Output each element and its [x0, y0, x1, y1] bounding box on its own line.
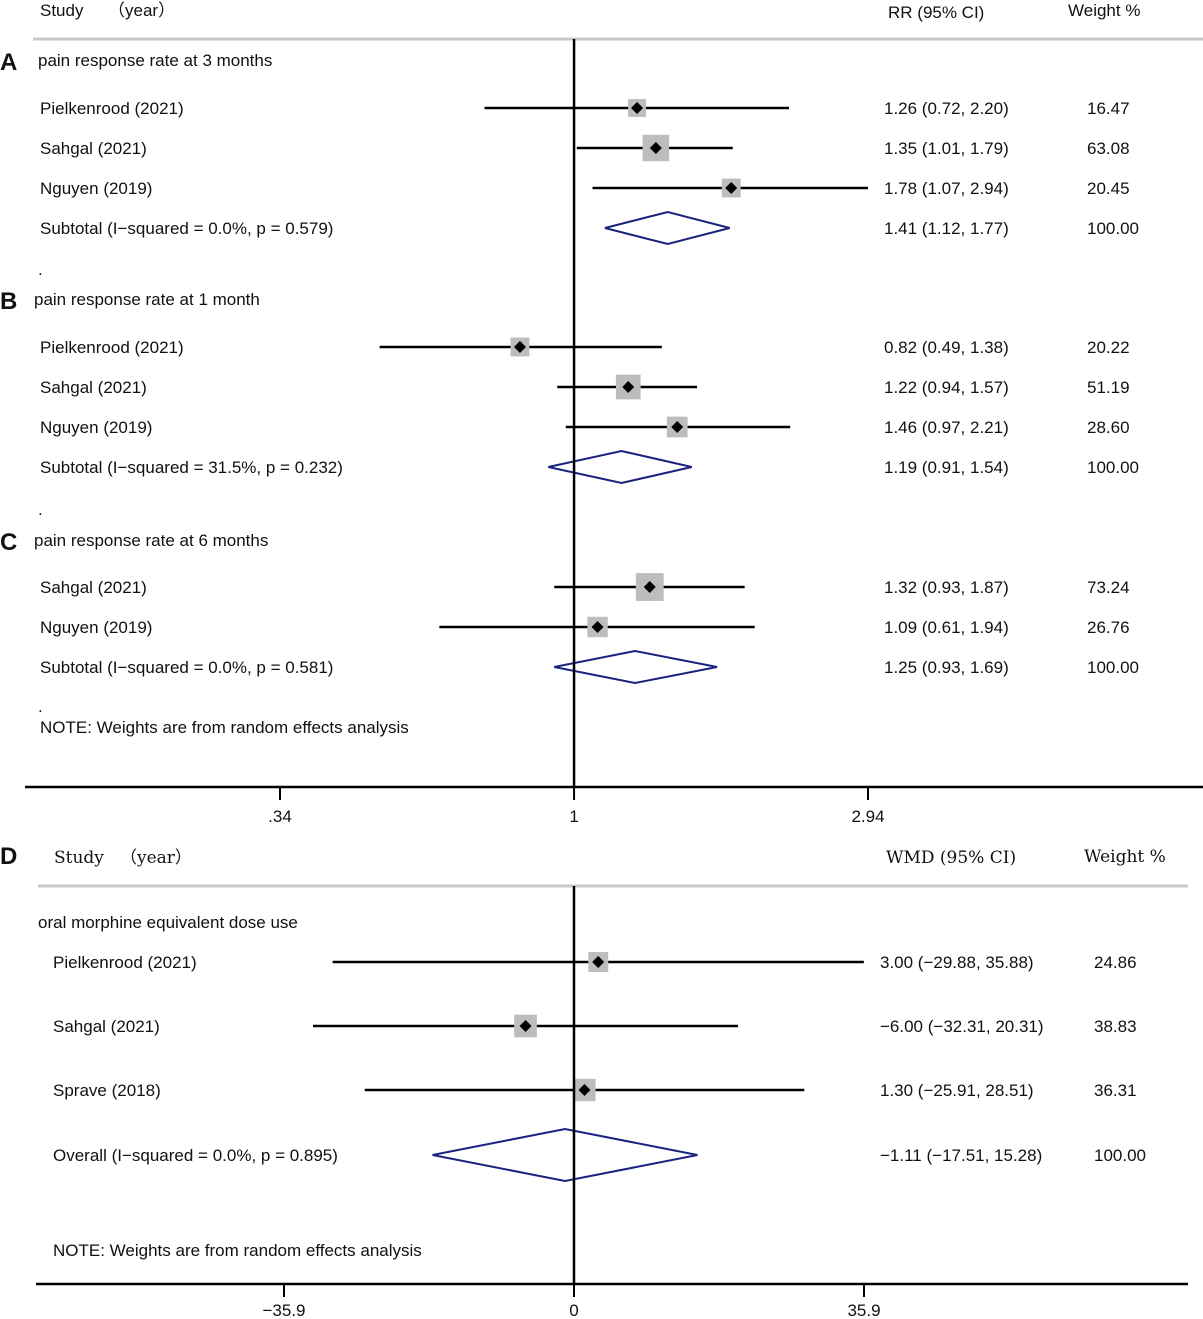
study-label: Sahgal (2021)	[40, 578, 147, 597]
point-estimate-marker	[513, 341, 526, 353]
header-effect: WMD (95% CI)	[886, 848, 1016, 868]
weight-label: 63.08	[1087, 139, 1130, 158]
panel-letter: D	[0, 843, 17, 870]
note-text: NOTE: Weights are from random effects an…	[40, 718, 409, 737]
effect-ci-label: 1.32 (0.93, 1.87)	[884, 578, 1009, 597]
weight-label: 36.31	[1094, 1081, 1137, 1100]
pooled-diamond	[432, 1127, 698, 1183]
x-tick-label: .34	[268, 807, 292, 826]
header-year: （year）	[120, 848, 192, 868]
study-label: Sahgal (2021)	[40, 139, 147, 158]
pooled-diamond	[548, 449, 692, 485]
weight-label: 38.83	[1094, 1017, 1137, 1036]
study-label: Nguyen (2019)	[40, 618, 152, 637]
header-effect: RR (95% CI)	[888, 3, 984, 22]
point-estimate-marker	[643, 581, 656, 593]
effect-ci-label: 1.78 (1.07, 2.94)	[884, 179, 1009, 198]
study-label: Pielkenrood (2021)	[53, 953, 197, 972]
point-estimate-marker	[671, 421, 684, 433]
point-estimate-marker	[578, 1084, 591, 1096]
study-label: Sahgal (2021)	[53, 1017, 160, 1036]
subtotal-weight-label: 100.00	[1087, 658, 1139, 677]
weight-label: 20.45	[1087, 179, 1130, 198]
subtotal-label: Overall (I−squared = 0.0%, p = 0.895)	[53, 1146, 338, 1165]
separator-dot: .	[38, 697, 43, 716]
subtotal-label: Subtotal (I−squared = 0.0%, p = 0.579)	[40, 219, 333, 238]
separator-dot: .	[38, 260, 43, 279]
point-estimate-marker	[519, 1020, 532, 1032]
bottom-forest-plot: D Study （year） WMD (95% CI) Weight % oral mor…	[0, 843, 1188, 1319]
effect-ci-label: −6.00 (−32.31, 20.31)	[880, 1017, 1044, 1036]
panel-letter: A	[0, 49, 17, 76]
subtotal-ci-label: 1.25 (0.93, 1.69)	[884, 658, 1009, 677]
effect-ci-label: 1.22 (0.94, 1.57)	[884, 378, 1009, 397]
note-text: NOTE: Weights are from random effects an…	[53, 1241, 422, 1260]
panel-letter: B	[0, 288, 17, 315]
point-estimate-marker	[649, 142, 662, 154]
subgroup-title: oral morphine equivalent dose use	[38, 913, 298, 932]
weight-label: 16.47	[1087, 99, 1130, 118]
effect-ci-label: 1.35 (1.01, 1.79)	[884, 139, 1009, 158]
subgroup-title: pain response rate at 1 month	[34, 290, 260, 309]
study-label: Nguyen (2019)	[40, 179, 152, 198]
pooled-diamond	[554, 649, 718, 685]
header-weight: Weight %	[1084, 847, 1166, 867]
effect-ci-label: 1.26 (0.72, 2.20)	[884, 99, 1009, 118]
subtotal-weight-label: 100.00	[1087, 219, 1139, 238]
subtotal-ci-label: −1.11 (−17.51, 15.28)	[880, 1146, 1042, 1165]
weight-label: 26.76	[1087, 618, 1130, 637]
subtotal-ci-label: 1.19 (0.91, 1.54)	[884, 458, 1009, 477]
effect-ci-label: 1.46 (0.97, 2.21)	[884, 418, 1009, 437]
separator-dot: .	[38, 500, 43, 519]
header-study: Study	[40, 1, 84, 20]
effect-ci-label: 1.09 (0.61, 1.94)	[884, 618, 1009, 637]
x-tick-label: 35.9	[847, 1301, 880, 1319]
point-estimate-marker	[622, 381, 635, 393]
study-label: Nguyen (2019)	[40, 418, 152, 437]
study-label: Pielkenrood (2021)	[40, 99, 184, 118]
weight-label: 28.60	[1087, 418, 1130, 437]
effect-ci-label: 0.82 (0.49, 1.38)	[884, 338, 1009, 357]
weight-label: 24.86	[1094, 953, 1137, 972]
header-study: Study	[54, 848, 104, 868]
subtotal-label: Subtotal (I−squared = 0.0%, p = 0.581)	[40, 658, 333, 677]
x-tick-label: −35.9	[262, 1301, 305, 1319]
weight-label: 20.22	[1087, 338, 1130, 357]
weight-label: 73.24	[1087, 578, 1130, 597]
subgroup-title: pain response rate at 3 months	[38, 51, 272, 70]
point-estimate-marker	[725, 182, 738, 194]
subtotal-ci-label: 1.41 (1.12, 1.77)	[884, 219, 1009, 238]
header-weight: Weight %	[1068, 1, 1140, 20]
subtotal-label: Subtotal (I−squared = 31.5%, p = 0.232)	[40, 458, 343, 477]
study-label: Sprave (2018)	[53, 1081, 161, 1100]
point-estimate-marker	[592, 956, 605, 968]
subtotal-weight-label: 100.00	[1087, 458, 1139, 477]
pooled-diamond	[604, 210, 730, 246]
subtotal-weight-label: 100.00	[1094, 1146, 1146, 1165]
effect-ci-label: 3.00 (−29.88, 35.88)	[880, 953, 1034, 972]
weight-label: 51.19	[1087, 378, 1130, 397]
study-label: Pielkenrood (2021)	[40, 338, 184, 357]
x-tick-label: 0	[569, 1301, 578, 1319]
x-tick-label: 1	[569, 807, 578, 826]
study-label: Sahgal (2021)	[40, 378, 147, 397]
point-estimate-marker	[631, 102, 644, 114]
top-forest-plot: Study （year） RR (95% CI) Weight % A pain resp…	[0, 1, 1203, 826]
effect-ci-label: 1.30 (−25.91, 28.51)	[880, 1081, 1034, 1100]
subgroup-title: pain response rate at 6 months	[34, 531, 268, 550]
header-year: （year）	[108, 1, 175, 20]
panel-letter: C	[0, 529, 17, 556]
point-estimate-marker	[591, 621, 604, 633]
x-tick-label: 2.94	[851, 807, 884, 826]
